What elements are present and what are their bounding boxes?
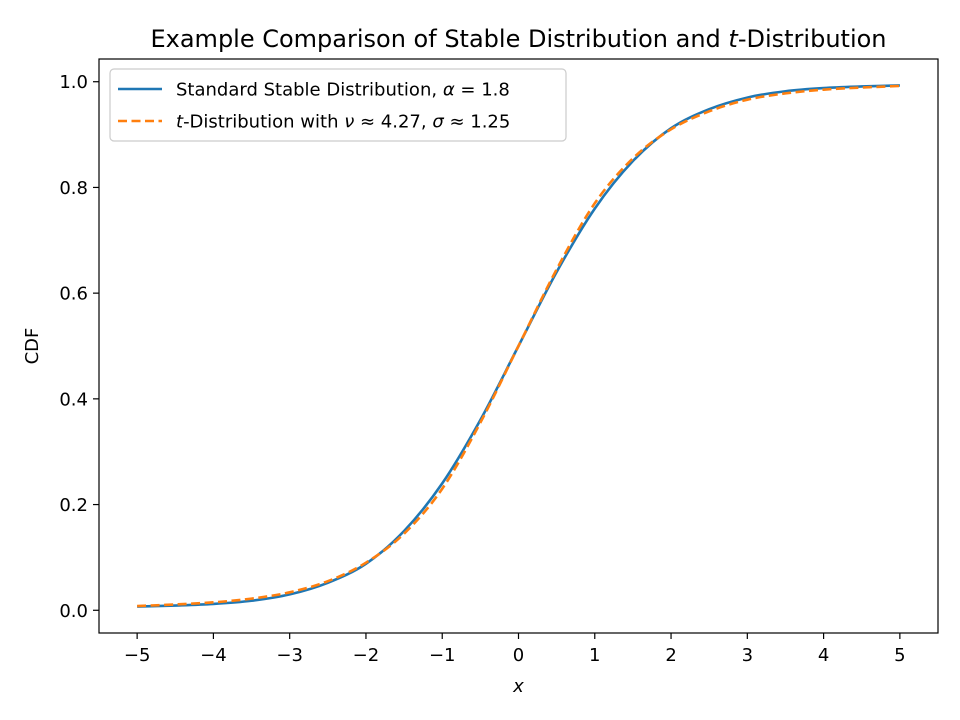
x-tick-label: 4 — [818, 645, 829, 666]
text-part: t — [728, 25, 739, 53]
text-part: ν — [344, 112, 354, 133]
text-part: Standard Stable Distribution, — [176, 80, 443, 101]
text-part: α — [443, 80, 455, 101]
axis-labels: x CDF — [22, 328, 524, 697]
legend-label-0: Standard Stable Distribution, α = 1.8 — [176, 80, 510, 101]
y-tick-label: 0.2 — [59, 495, 88, 516]
text-part: ≈ 4.27, — [354, 112, 432, 133]
chart-lines — [137, 84, 900, 608]
legend: Standard Stable Distribution, α = 1.8 t-D… — [109, 68, 567, 142]
x-tick-label: 2 — [665, 645, 676, 666]
text-part: -Distribution — [738, 25, 887, 53]
legend-label-1: t-Distribution with ν ≈ 4.27, σ ≈ 1.25 — [176, 112, 510, 133]
y-tick-label: 1.0 — [59, 72, 88, 93]
y-axis-label: CDF — [22, 328, 43, 365]
x-tick-label: 1 — [589, 645, 600, 666]
y-tick-label: 0.6 — [59, 284, 88, 305]
x-tick-label: −1 — [429, 645, 456, 666]
x-tick-label: 5 — [894, 645, 905, 666]
chart-title: Example Comparison of Stable Distributio… — [150, 25, 886, 53]
text-part: ≈ 1.25 — [444, 112, 511, 133]
text-part: Example Comparison of Stable Distributio… — [150, 25, 728, 53]
text-part: = 1.8 — [455, 80, 510, 101]
series-line-1 — [137, 84, 900, 608]
y-tick-label: 0.8 — [59, 178, 88, 199]
y-tick-label: 0.4 — [59, 389, 88, 410]
text-part: σ — [432, 112, 444, 133]
x-tick-label: 3 — [742, 645, 753, 666]
x-axis-ticks: −5 −4 −3 −2 −1 0 1 2 3 4 5 — [124, 633, 906, 666]
x-tick-label: −2 — [353, 645, 380, 666]
y-tick-label: 0.0 — [59, 601, 88, 622]
x-tick-label: −5 — [124, 645, 151, 666]
chart-title-text: Example Comparison of Stable Distributio… — [150, 25, 886, 53]
x-tick-label: 0 — [513, 645, 524, 666]
y-axis-ticks: 0.0 0.2 0.4 0.6 0.8 1.0 — [59, 72, 99, 622]
text-part: -Distribution with — [183, 112, 344, 133]
x-axis-label: x — [512, 676, 524, 697]
x-tick-label: −3 — [276, 645, 303, 666]
x-tick-label: −4 — [200, 645, 227, 666]
legend-box — [109, 68, 567, 142]
text-part: t — [176, 112, 184, 133]
